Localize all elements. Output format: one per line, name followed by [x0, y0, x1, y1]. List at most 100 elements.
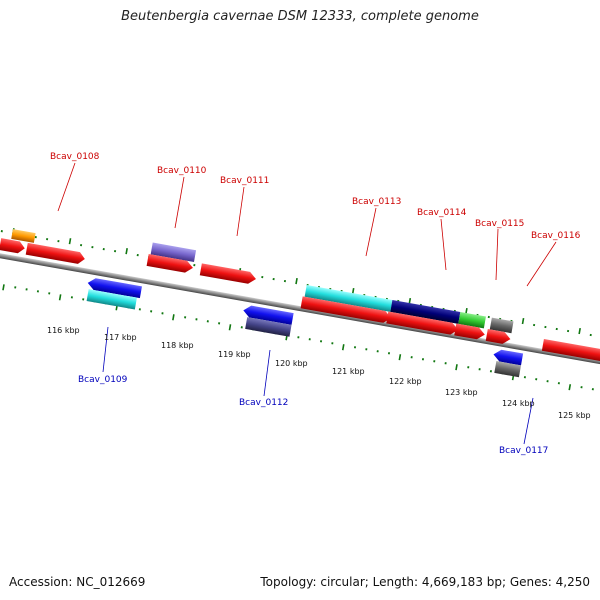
minor-tick [193, 263, 196, 267]
minor-tick [433, 360, 436, 363]
gene-bcav-0117-a[interactable] [492, 349, 524, 366]
major-tick [341, 344, 345, 351]
label-bcav-0109: Bcav_0109 [78, 375, 128, 385]
minor-tick [70, 296, 73, 299]
minor-tick [489, 370, 492, 373]
minor-tick [272, 277, 275, 281]
gene-bcav-0110[interactable] [150, 242, 197, 263]
kbp-label: 122 kbp [389, 377, 422, 386]
major-tick [455, 364, 458, 371]
genome-backbone [0, 232, 600, 388]
minor-tick [14, 286, 17, 289]
minor-tick [297, 336, 300, 339]
kbp-label: 117 kbp [104, 333, 137, 342]
minor-tick [557, 382, 560, 385]
minor-tick [283, 279, 287, 283]
major-tick [398, 354, 402, 361]
gene-bcav-0116-b[interactable] [485, 329, 512, 345]
minor-tick [25, 288, 28, 291]
gene-bcav-0108-a[interactable] [0, 238, 26, 254]
gene-bcav-0113[interactable] [304, 284, 393, 312]
minor-tick [218, 322, 221, 325]
kbp-label: 125 kbp [558, 411, 591, 420]
minor-tick [184, 316, 187, 319]
minor-tick [544, 325, 547, 329]
major-tick [295, 278, 298, 285]
minor-tick [331, 342, 334, 345]
gene-bcav-0112-a[interactable] [242, 304, 294, 325]
minor-tick [261, 275, 264, 279]
major-tick [2, 284, 5, 291]
label-bcav-0108: Bcav_0108 [50, 152, 100, 162]
gene-bcav-0113-b[interactable] [300, 296, 393, 324]
forward-gene-labels: Bcav_0108 Bcav_0110 Bcav_0111 Bcav_0113 … [50, 152, 581, 287]
gene-bcav-0116[interactable] [489, 317, 514, 334]
minor-tick [580, 386, 583, 389]
minor-tick [444, 362, 447, 365]
major-tick [465, 307, 468, 315]
minor-tick [487, 315, 490, 319]
minor-tick [533, 323, 536, 327]
label-bcav-0114: Bcav_0114 [417, 208, 467, 218]
gene-bcav-0114[interactable] [390, 300, 461, 324]
minor-tick [523, 376, 526, 379]
major-tick [68, 238, 72, 245]
bottom-tick-track [2, 284, 594, 391]
minor-tick [136, 253, 139, 257]
major-tick [58, 294, 62, 301]
minor-tick [365, 348, 368, 351]
minor-tick [353, 346, 357, 349]
major-tick [568, 384, 572, 391]
label-bcav-0117: Bcav_0117 [499, 446, 548, 456]
gene-bcav-0115-b[interactable] [454, 323, 486, 340]
gene-bcav-0115[interactable] [458, 312, 486, 329]
kbp-label: 124 kbp [502, 399, 535, 408]
minor-tick [376, 350, 379, 353]
gene-bcav-0109-a[interactable] [87, 277, 142, 299]
minor-tick [589, 333, 592, 337]
major-tick [228, 324, 232, 331]
minor-tick [240, 326, 243, 329]
kbp-label: 119 kbp [218, 350, 251, 359]
kbp-label: 123 kbp [445, 388, 478, 397]
gene-bcav-0112[interactable] [245, 317, 292, 337]
kbp-label: 116 kbp [47, 326, 80, 335]
minor-tick [80, 244, 83, 247]
gene-bcav-0117[interactable] [494, 361, 522, 378]
major-tick [125, 248, 128, 255]
major-tick [408, 297, 412, 305]
minor-tick [195, 318, 198, 321]
minor-tick [91, 246, 94, 249]
label-bcav-0116: Bcav_0116 [531, 231, 581, 241]
minor-tick [555, 327, 558, 331]
minor-tick [467, 366, 470, 369]
gene-bcav-0110-b[interactable] [146, 254, 194, 274]
minor-tick [535, 378, 538, 381]
major-tick [521, 317, 525, 325]
kbp-scale-labels: 116 kbp 117 kbp 118 kbp 119 kbp 120 kbp 121 k… [47, 326, 591, 420]
gene-bcav-0108[interactable] [25, 242, 86, 265]
minor-tick [421, 358, 425, 361]
gene-orange[interactable] [11, 229, 36, 243]
minor-tick [82, 298, 85, 301]
label-bcav-0111: Bcav_0111 [220, 176, 269, 186]
gene-bcav-0114-b[interactable] [386, 311, 459, 336]
minor-tick [138, 308, 141, 311]
gene-red-right[interactable] [541, 338, 600, 365]
kbp-label: 118 kbp [161, 341, 194, 350]
minor-tick [410, 356, 413, 359]
minor-tick [387, 352, 391, 355]
minor-tick [46, 238, 49, 241]
gene-bcav-0111[interactable] [199, 263, 257, 285]
label-bcav-0113: Bcav_0113 [352, 197, 401, 207]
minor-tick [102, 248, 105, 251]
minor-tick [48, 292, 51, 295]
minor-tick [319, 340, 323, 343]
genome-title: Beutenbergia cavernae DSM 12333, complet… [121, 9, 479, 24]
minor-tick [546, 380, 549, 383]
minor-tick [150, 310, 153, 313]
gene-bcav-0109[interactable] [86, 289, 137, 310]
minor-tick [57, 240, 60, 243]
minor-tick [591, 388, 594, 391]
genome-info-text: Topology: circular; Length: 4,669,183 bp… [260, 575, 590, 589]
